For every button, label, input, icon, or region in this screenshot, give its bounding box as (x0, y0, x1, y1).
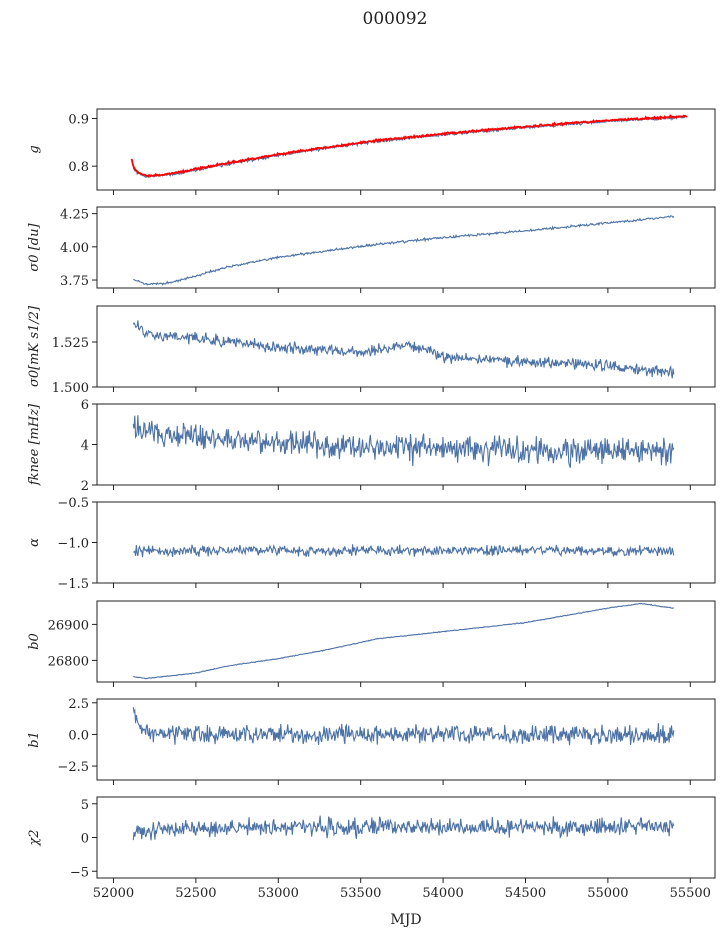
series-line-g-0 (132, 115, 686, 178)
y-tick-label: 26800 (48, 654, 89, 669)
x-tick-label: 52500 (175, 886, 216, 901)
series-line-sigma-mk-0 (132, 320, 675, 379)
y-tick-label: 0.0 (68, 728, 89, 743)
axes-frame (96, 108, 716, 191)
y-axis-label: b0 (27, 633, 42, 650)
y-axis-label: σ0[mK s1/2] (27, 305, 42, 387)
series-line-sigma0-0 (133, 214, 675, 286)
axes-frame (96, 796, 716, 879)
y-tick-label: 4 (81, 439, 89, 454)
figure-title: 000092 (363, 9, 428, 29)
panel-b1: −2.5 0.0 2.5 b1 (27, 697, 716, 785)
y-tick-label: −1.5 (57, 577, 89, 592)
x-tick-label: 55000 (587, 886, 628, 901)
y-tick-label: 4.00 (60, 241, 89, 256)
x-tick-label: 54500 (505, 886, 546, 901)
y-tick-label: 0.8 (68, 160, 89, 175)
y-tick-label: −5 (70, 865, 89, 880)
y-tick-label: −0.5 (57, 496, 89, 511)
y-tick-label: −2.5 (57, 760, 89, 775)
panel-chi2: −5 0 5 52000 52500 53000 53500 54000 54500 55000 5… (27, 796, 716, 901)
x-tick-label: 53000 (258, 886, 299, 901)
x-axis-label: MJD (390, 912, 421, 928)
axes-frame (96, 698, 716, 781)
x-tick-label: 52000 (93, 886, 134, 901)
y-tick-label: 2 (81, 479, 89, 494)
y-tick-label: 4.25 (60, 208, 89, 223)
y-axis-label: χ2 (27, 829, 42, 846)
y-tick-label: 0 (81, 832, 89, 847)
y-axis-label: σ0 [du] (27, 223, 42, 272)
series-line-g-1 (130, 114, 688, 178)
y-axis-label: α (27, 538, 42, 547)
panel-sigma0: 3.75 4.00 4.25 σ0 [du] (27, 206, 716, 293)
y-tick-label: 5 (81, 798, 89, 813)
series-line-b0-0 (133, 602, 674, 680)
panel-g: 0.8 0.9 g (27, 108, 716, 195)
y-tick-label: 3.75 (60, 274, 89, 289)
panel-sigma-mk: 1.500 1.525 σ0[mK s1/2] (27, 305, 716, 396)
x-tick-label: 53500 (340, 886, 381, 901)
y-tick-label: 6 (81, 398, 89, 413)
series-line-chi2-0 (132, 815, 675, 841)
axes-frame (96, 600, 716, 683)
y-tick-label: 26900 (48, 618, 89, 633)
y-axis-label: b1 (27, 731, 42, 748)
y-axis-label: g (27, 145, 42, 153)
series-line-alpha-0 (133, 544, 675, 558)
series-line-b1-0 (132, 707, 675, 746)
axes-frame (96, 501, 716, 584)
x-tick-label: 55500 (670, 886, 711, 901)
y-tick-label: 1.500 (52, 381, 89, 396)
x-tick-label: 54000 (422, 886, 463, 901)
y-tick-label: 0.9 (68, 113, 89, 128)
y-tick-label: 1.525 (52, 336, 89, 351)
y-axis-label: fknee [mHz] (27, 403, 42, 486)
panel-alpha: −1.5 −1.0 −0.5 α (27, 496, 716, 592)
panels: 0.8 0.9 g 3.75 4.00 4.25 σ0 [du] 1.500 1.525 σ0[m… (27, 108, 716, 901)
series-line-fknee-0 (132, 415, 675, 468)
axes-frame (96, 305, 716, 388)
axes-frame (96, 206, 716, 289)
y-tick-label: −1.0 (57, 537, 89, 552)
y-tick-label: 2.5 (68, 697, 89, 712)
panel-b0: 26800 26900 b0 (27, 600, 716, 687)
panel-fknee: 2 4 6 fknee [mHz] (27, 398, 716, 494)
